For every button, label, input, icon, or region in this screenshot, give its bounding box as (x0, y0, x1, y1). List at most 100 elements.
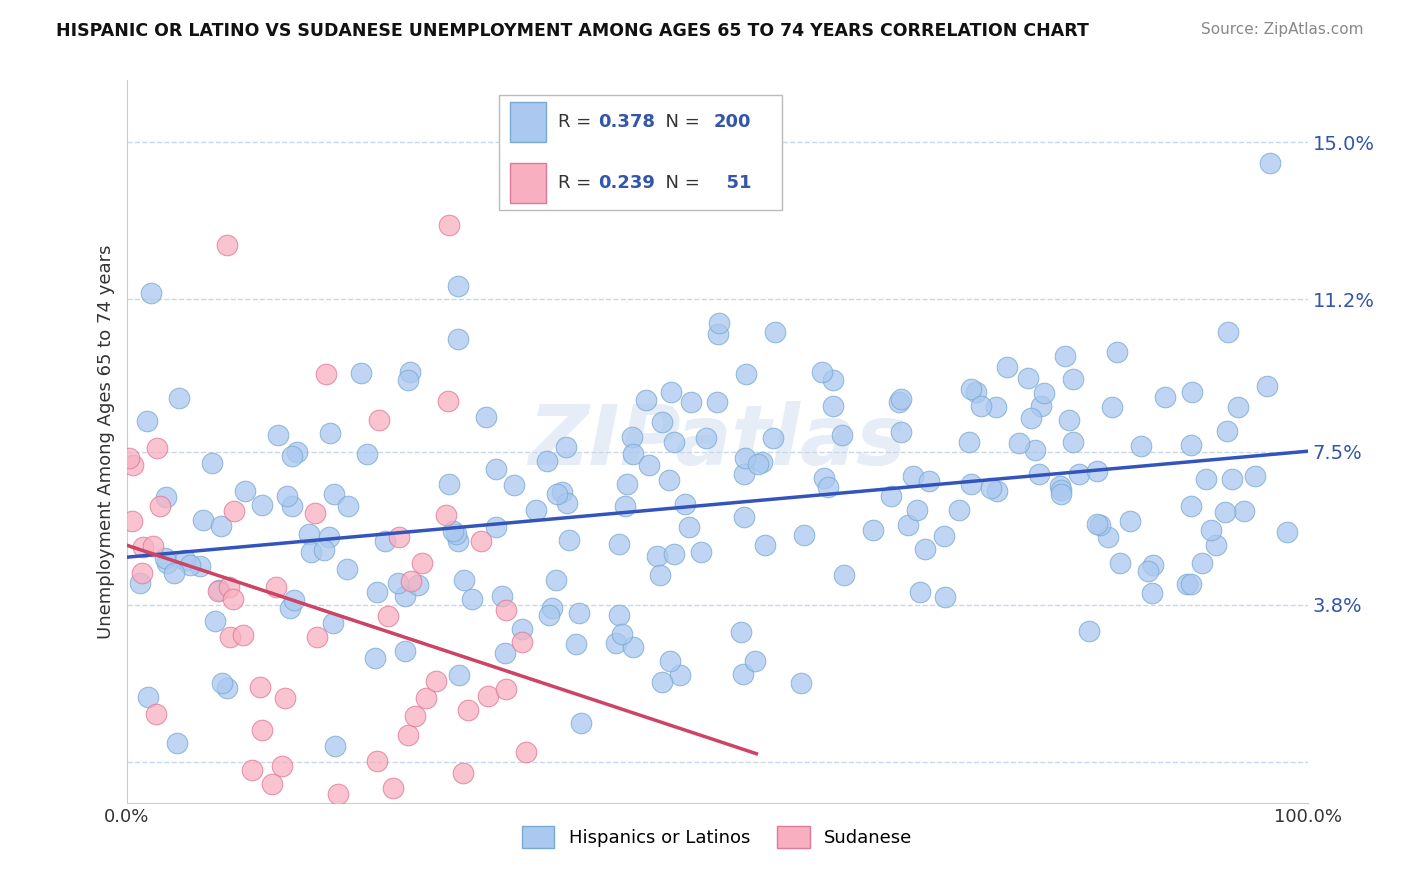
Point (661, 384, 683, 399)
Point (508, 833, 530, 847)
Bar (499, 95, 782, 211)
Point (425, 673, 447, 688)
Point (136, 690, 159, 705)
Point (396, 728, 419, 742)
Point (276, 489, 298, 503)
Point (621, 640, 644, 654)
Point (1069, 467, 1091, 481)
Point (1129, 439, 1152, 453)
Point (1195, 472, 1218, 486)
Point (215, 238, 238, 252)
Point (404, 709, 426, 723)
Point (551, 485, 574, 500)
Point (555, 440, 578, 454)
Point (377, 609, 399, 624)
Point (616, 477, 638, 491)
Point (1244, 469, 1267, 483)
Text: ZIPatlas: ZIPatlas (529, 401, 905, 482)
Point (209, 518, 232, 533)
Point (613, 499, 636, 513)
Point (451, 765, 474, 780)
Point (350, 366, 373, 380)
Point (678, 520, 700, 534)
Point (188, 559, 211, 574)
Point (565, 637, 588, 651)
Point (673, 497, 696, 511)
Text: R =: R = (558, 174, 596, 193)
Point (145, 706, 167, 721)
Point (1049, 486, 1071, 500)
Point (447, 332, 470, 346)
Point (605, 636, 627, 650)
Point (411, 557, 433, 571)
Point (970, 400, 993, 414)
Point (980, 482, 1002, 496)
Point (368, 413, 391, 427)
Point (1077, 624, 1099, 639)
Point (747, 458, 769, 472)
Text: 51: 51 (713, 174, 751, 193)
Point (485, 520, 508, 534)
Point (790, 675, 813, 690)
Point (905, 502, 928, 516)
Point (607, 536, 630, 550)
Point (813, 471, 835, 485)
Point (832, 568, 855, 582)
Point (336, 561, 359, 575)
Point (274, 691, 297, 706)
Point (515, 745, 537, 759)
Point (918, 475, 941, 489)
Point (890, 392, 912, 406)
Point (612, 627, 634, 641)
Point (453, 574, 475, 588)
Point (250, 498, 273, 512)
Point (366, 585, 388, 599)
Point (959, 477, 981, 491)
Point (831, 427, 853, 442)
Point (271, 759, 294, 773)
Point (536, 453, 558, 467)
Point (733, 467, 755, 481)
Point (908, 585, 931, 599)
Point (201, 456, 224, 470)
Point (1213, 506, 1236, 520)
Point (634, 393, 657, 408)
Point (264, 580, 287, 594)
Point (1105, 345, 1128, 359)
Point (364, 650, 387, 665)
Point (1017, 371, 1039, 385)
Point (1057, 413, 1080, 427)
Point (810, 365, 832, 379)
Point (1024, 442, 1046, 457)
Point (934, 590, 956, 604)
Point (733, 509, 755, 524)
Point (555, 496, 578, 510)
Point (485, 462, 508, 476)
Point (399, 574, 422, 589)
Point (1180, 499, 1202, 513)
Point (607, 608, 630, 623)
Point (1191, 556, 1213, 570)
Text: 0.378: 0.378 (598, 112, 655, 131)
Point (219, 631, 242, 645)
Point (204, 614, 226, 628)
Point (731, 666, 754, 681)
Point (1085, 465, 1108, 479)
Point (901, 468, 924, 483)
Point (495, 603, 517, 617)
Point (135, 414, 157, 428)
Point (278, 601, 301, 615)
Point (394, 644, 416, 658)
Point (396, 373, 419, 387)
Point (146, 441, 169, 455)
Point (1062, 435, 1084, 450)
Point (517, 842, 540, 856)
Point (751, 455, 773, 469)
Point (281, 499, 304, 513)
Point (744, 654, 766, 668)
Point (475, 410, 498, 425)
Point (129, 575, 152, 590)
Point (1142, 558, 1164, 573)
Point (240, 763, 263, 777)
Point (1227, 400, 1250, 414)
